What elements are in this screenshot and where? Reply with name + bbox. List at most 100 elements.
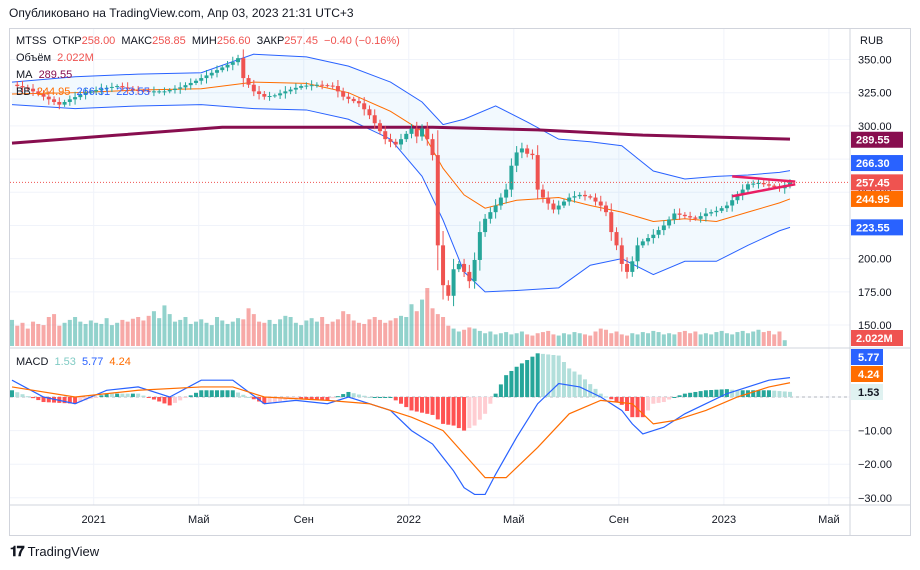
macd-histogram-bar [146,397,151,398]
macd-histogram-bar [640,397,645,418]
macd-histogram-bar [278,397,283,402]
volume-bar [625,335,630,346]
legend-open-label: ОТКР [52,35,82,47]
candle-body [672,213,677,220]
macd-histogram-bar [425,397,430,414]
candle-body [682,214,687,217]
macd-histogram-bar [619,397,624,405]
volume-bar [356,322,361,346]
volume-bar [36,323,41,346]
volume-bar [477,330,482,346]
macd-histogram-bar [519,363,524,397]
footer-brand: 𝟏𝟕 TradingView [10,543,99,560]
volume-legend: Объём 2.022M [16,52,97,64]
macd-histogram-bar [188,395,193,397]
macd-histogram-bar [20,394,25,397]
volume-bar [472,328,477,346]
candle-body [462,263,467,272]
macd-signal-line [11,382,791,479]
macd-histogram-bar [314,397,319,400]
volume-bar [83,323,88,346]
volume-bar [420,299,425,346]
brand-name: TradingView [27,544,100,559]
macd-hist-value: 1.53 [54,356,76,368]
volume-bar [383,322,388,346]
volume-bar [362,323,367,346]
volume-bar [661,334,666,346]
macd-histogram-bar [272,397,277,403]
bb-basis: 244.95 [36,86,71,98]
macd-histogram-bar [577,374,582,397]
volume-bar [188,323,193,346]
volume-bar [446,325,451,346]
candle-body [467,271,472,282]
candle-body [735,194,740,201]
macd-histogram-bar [430,397,435,415]
macd-histogram-bar [456,397,461,429]
macd-histogram-bar [546,354,551,397]
volume-bar [483,333,488,346]
macd-histogram-bar [335,396,340,398]
price-tick-label: 175.00 [858,287,892,299]
volume-bar [630,333,635,346]
candle-body [414,128,419,137]
macd-histogram-bar [157,397,162,402]
macd-histogram-bar [73,397,78,404]
bb-fill [12,54,790,292]
price-tick-label: 200.00 [858,254,892,266]
candle-body [146,90,151,92]
candle-body [535,155,540,190]
macd-histogram-bar [446,397,451,425]
macd-histogram-bar [267,397,272,403]
macd-histogram-bar [10,390,14,397]
volume-bar [551,334,556,346]
legend-open: 258.00 [81,35,116,47]
volume-bar [488,331,493,346]
candle-body [325,85,330,87]
volume-bar [230,321,235,346]
macd-histogram-bar [120,393,125,397]
macd-histogram-bar [99,395,104,397]
price-tag-ma [851,131,903,148]
macd-histogram-bar [193,392,198,397]
candle-body [109,86,114,88]
macd-histogram-bar [672,397,677,398]
volume-bar [31,321,36,346]
bb-label: BB [16,86,31,98]
time-tick-label: Май [818,514,840,526]
candle-body [504,189,509,198]
macd-histogram-bar [136,393,141,397]
candle-body [593,197,598,202]
macd-tick-label: −10.00 [858,426,892,438]
volume-bar [220,320,225,346]
volume-bar [283,315,288,346]
bb-upper: 266.31 [76,86,111,98]
ma-label: MA [16,69,33,81]
candle-body [420,128,425,137]
candle-body [404,133,409,140]
macd-histogram-bar [504,375,509,397]
candle-body [724,205,729,209]
macd-histogram-bar [372,397,377,398]
volume-bar [288,317,293,346]
candle-body [714,210,719,213]
volume-bar [693,331,698,346]
macd-histogram-bar [719,389,724,397]
price-tick-label: 300.00 [858,121,892,133]
candle-body [688,216,693,218]
volume-bar [498,333,503,346]
legend-symbol: MTSS [16,35,47,47]
macd-histogram-bar [220,390,225,397]
candle-body [188,82,193,86]
candle-body [314,84,319,86]
macd-tag-label-macd: 5.77 [858,352,879,364]
candle-body [425,128,430,140]
candle-body [246,78,251,85]
candle-body [330,85,335,87]
macd-histogram-bar [635,397,640,418]
candle-body [703,213,708,217]
volume-bar [388,320,393,346]
candle-body [335,86,340,92]
volume-bar [688,333,693,346]
